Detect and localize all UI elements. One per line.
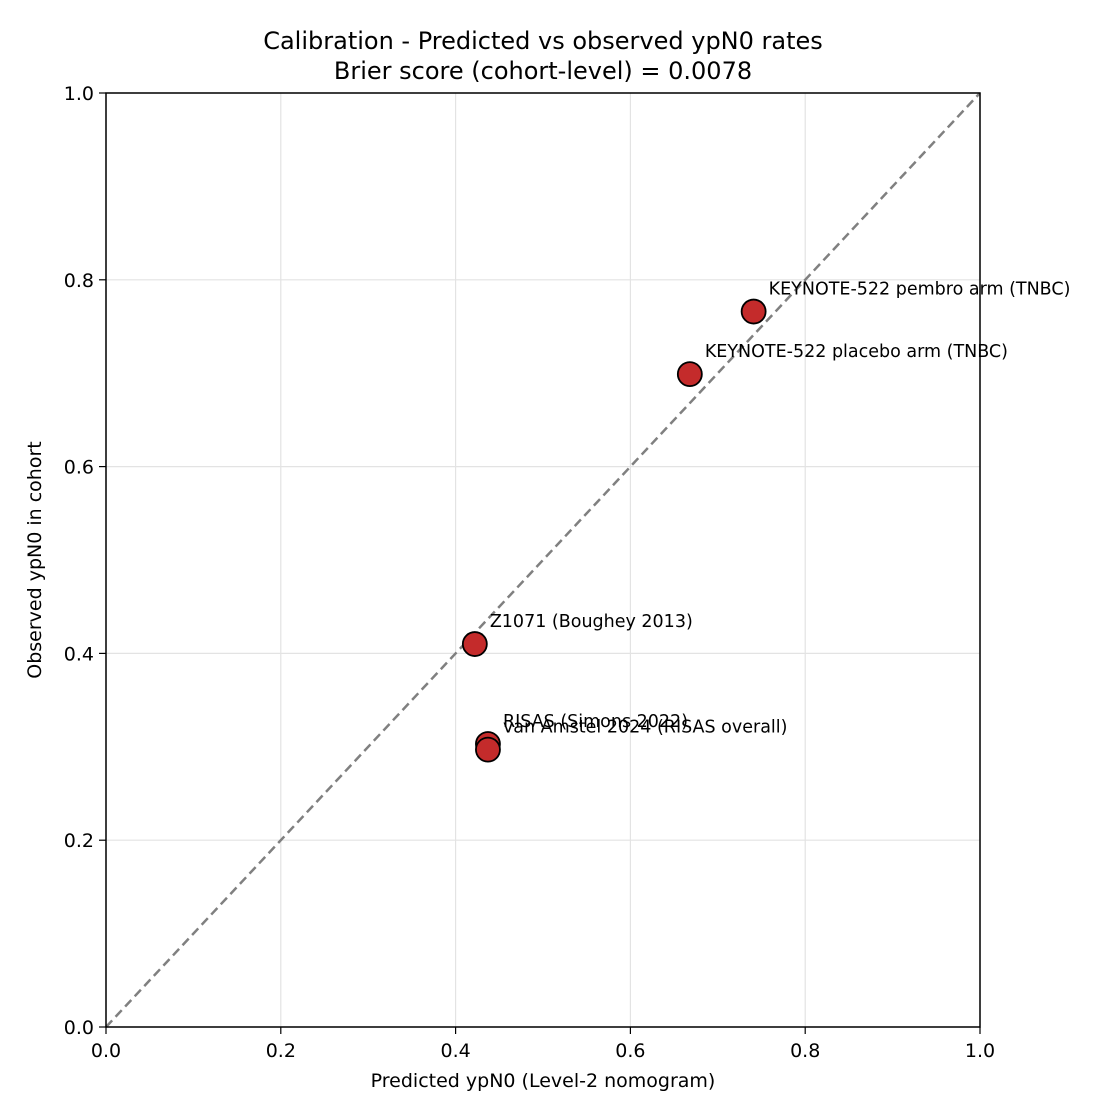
y-tick-label: 0.6 (64, 457, 94, 479)
data-point (740, 298, 767, 325)
x-tick-label: 0.6 (615, 1040, 645, 1062)
chart-subtitle: Brier score (cohort-level) = 0.0078 (334, 57, 752, 85)
data-points (461, 298, 767, 763)
x-tick-label: 0.8 (790, 1040, 820, 1062)
point-label: KEYNOTE-522 pembro arm (TNBC) (769, 280, 1071, 300)
y-tick-label: 0.4 (64, 643, 94, 665)
y-tick-label: 0.2 (64, 830, 94, 852)
chart-title: Calibration - Predicted vs observed ypN0… (263, 27, 823, 55)
data-point (461, 631, 488, 657)
plot-frame (105, 92, 981, 1028)
point-label: KEYNOTE-522 placebo arm (TNBC) (705, 342, 1008, 362)
reference-line-group (105, 92, 981, 1028)
y-tick-label: 0.0 (64, 1017, 94, 1039)
y-tick-label: 1.0 (64, 83, 94, 105)
point-label: Z1071 (Boughey 2013) (490, 612, 693, 632)
diagonal-reference-line (105, 92, 981, 1028)
y-tick-label: 0.8 (64, 270, 94, 292)
x-tick-label: 0.4 (440, 1040, 470, 1062)
x-tick-label: 1.0 (965, 1040, 995, 1062)
point-label: van Amstel 2024 (RISAS overall) (503, 718, 788, 738)
axis-ticks: 0.0 0.2 0.4 0.6 0.8 1.0 0.0 0.2 0.4 0.6 0.8 1.0 (64, 83, 995, 1062)
point-label: RISAS (Simons 2022) (503, 712, 688, 732)
x-axis-label: Predicted ypN0 (Level-2 nomogram) (371, 1070, 716, 1092)
data-point (676, 361, 703, 388)
point-labels: KEYNOTE-522 pembro arm (TNBC) KEYNOTE-522… (490, 280, 1071, 738)
x-tick-label: 0.2 (266, 1040, 296, 1062)
y-axis-label: Observed ypN0 in cohort (24, 441, 46, 678)
data-point (475, 736, 501, 763)
x-tick-label: 0.0 (91, 1040, 121, 1062)
